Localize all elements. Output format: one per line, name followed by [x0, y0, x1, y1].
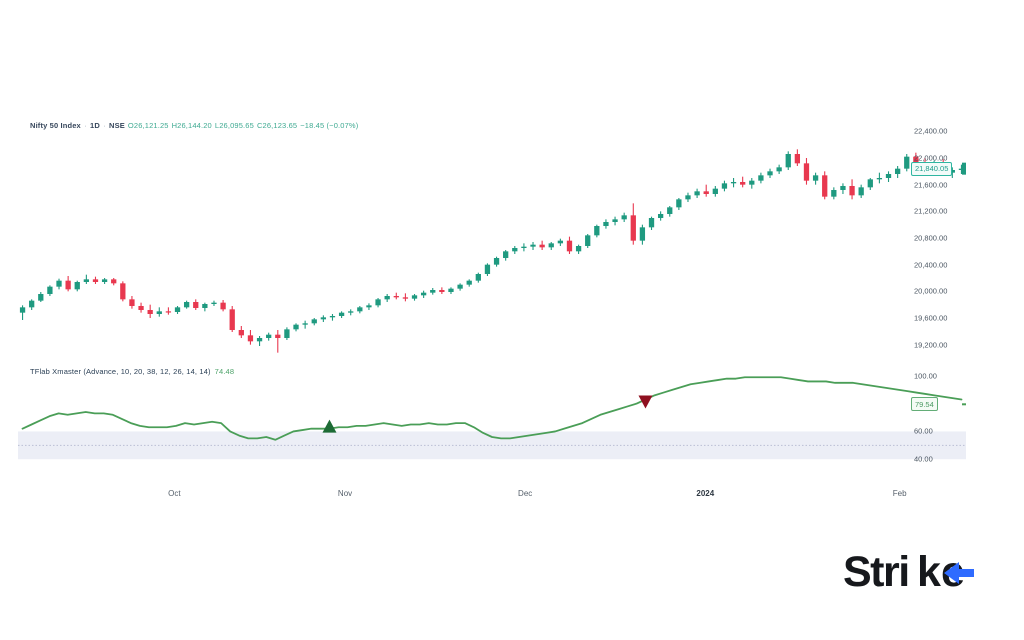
time-tick: 2024 — [696, 489, 715, 498]
indicator-tick: 60.00 — [914, 426, 933, 436]
price-tick: 22,400.00 — [914, 126, 948, 136]
price-tick: 22,000.00 — [914, 153, 948, 163]
svg-text:k: k — [917, 548, 941, 596]
price-tick: 21,600.00 — [914, 180, 948, 190]
chart-frame: 22,400.00 22,000.00 21,600.00 21,200.00 20,8… — [18, 118, 966, 505]
svg-text:Stri: Stri — [843, 548, 909, 596]
price-tick: 20,800.00 — [914, 233, 948, 243]
strike-logo-mark: Stri k e — [843, 548, 974, 596]
price-panel[interactable]: 22,400.00 22,000.00 21,600.00 21,200.00 20,8… — [18, 118, 966, 358]
time-tick: Feb — [892, 489, 907, 498]
time-tick: Oct — [168, 489, 181, 498]
indicator-plot[interactable] — [18, 362, 966, 487]
arrow-left-icon — [944, 562, 974, 584]
price-tick: 20,000.00 — [914, 286, 948, 296]
time-tick: Nov — [337, 489, 353, 498]
price-tick: 19,600.00 — [914, 313, 948, 323]
buy-signal-marker — [322, 419, 337, 433]
time-axis[interactable]: Oct Nov Dec 2024 Feb — [18, 489, 966, 505]
current-price-badge: 21,840.05 — [911, 161, 953, 176]
indicator-y-axis[interactable]: 100.00 60.00 40.00 79.54 — [908, 362, 966, 487]
candlestick-plot[interactable] — [18, 118, 966, 358]
indicator-panel[interactable]: 100.00 60.00 40.00 79.54 — [18, 362, 966, 487]
indicator-tick: 100.00 — [914, 371, 937, 381]
price-tick: 19,200.00 — [914, 340, 948, 350]
price-tick: 21,200.00 — [914, 206, 948, 216]
price-tick: 20,400.00 — [914, 260, 948, 270]
price-y-axis[interactable]: 22,400.00 22,000.00 21,600.00 21,200.00 20,8… — [908, 118, 966, 358]
time-tick: Dec — [518, 489, 533, 498]
sell-signal-marker — [638, 395, 653, 409]
strike-logo: Stri k e — [843, 548, 988, 600]
current-indicator-badge: 79.54 — [911, 397, 938, 412]
indicator-tick: 40.00 — [914, 454, 933, 464]
